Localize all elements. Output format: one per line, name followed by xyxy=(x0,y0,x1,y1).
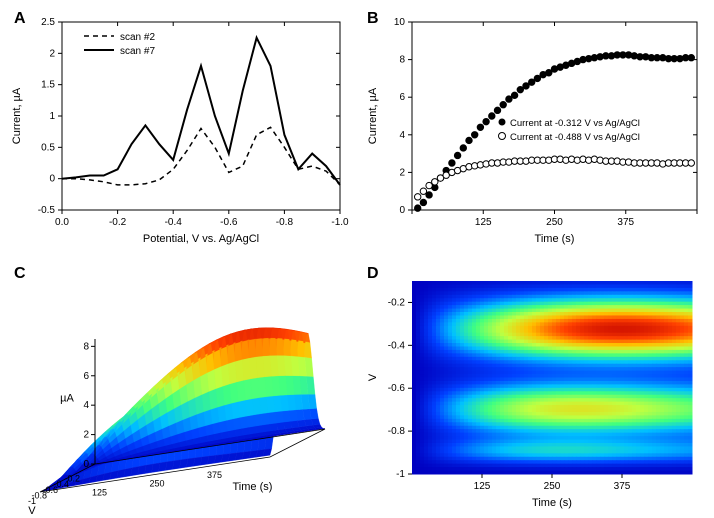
svg-text:8: 8 xyxy=(83,341,89,352)
svg-text:-0.6: -0.6 xyxy=(220,217,238,228)
svg-text:scan #2: scan #2 xyxy=(120,32,155,43)
svg-text:Time (s): Time (s) xyxy=(233,481,273,493)
svg-text:6: 6 xyxy=(399,92,405,103)
svg-text:2: 2 xyxy=(399,167,405,178)
panel-a: A 0.0 -0.2 -0.4 -0.6 -0.8 -1.0 -0.5 0 0.5 1 1.5 2 2.… xyxy=(0,0,357,259)
svg-text:-0.4: -0.4 xyxy=(165,217,183,228)
svg-text:4: 4 xyxy=(83,400,89,411)
svg-text:0: 0 xyxy=(83,459,89,470)
panel-b-label: B xyxy=(367,10,379,28)
svg-text:V: V xyxy=(28,505,36,517)
svg-text:Current, µA: Current, µA xyxy=(367,87,379,144)
svg-text:2: 2 xyxy=(83,430,89,441)
svg-text:1.5: 1.5 xyxy=(41,80,55,91)
svg-text:375: 375 xyxy=(207,470,222,480)
svg-text:µA: µA xyxy=(60,393,74,405)
panel-d: D -0.2-0.4-0.6-0.8-1125250375Time (s)V xyxy=(357,259,714,518)
panel-b: B 125 250 375 0 2 4 6 8 10 Time (s) Current, µA Cur… xyxy=(357,0,714,259)
svg-text:0.5: 0.5 xyxy=(41,142,55,153)
svg-text:6: 6 xyxy=(83,371,89,382)
svg-text:scan #7: scan #7 xyxy=(120,46,155,57)
panel-d-label: D xyxy=(367,265,379,283)
panel-c: C 02468µA-0.2-0.4-0.6-0.8-1V125250375Tim… xyxy=(0,259,357,518)
svg-text:2.5: 2.5 xyxy=(41,17,55,28)
svg-text:0: 0 xyxy=(49,174,55,185)
svg-text:125: 125 xyxy=(92,487,107,497)
svg-text:Potential, V vs. Ag/AgCl: Potential, V vs. Ag/AgCl xyxy=(143,233,259,245)
svg-text:Time (s): Time (s) xyxy=(535,233,575,245)
svg-text:Current at -0.488 V vs Ag/AgCl: Current at -0.488 V vs Ag/AgCl xyxy=(510,132,640,143)
svg-text:375: 375 xyxy=(617,217,634,228)
panel-a-label: A xyxy=(14,10,26,28)
panel-c-chart: 02468µA-0.2-0.4-0.6-0.8-1V125250375Time … xyxy=(0,259,357,518)
svg-text:-0.2: -0.2 xyxy=(109,217,127,228)
svg-text:1: 1 xyxy=(49,111,55,122)
svg-text:250: 250 xyxy=(149,479,164,489)
svg-text:10: 10 xyxy=(394,17,406,28)
svg-text:-0.5: -0.5 xyxy=(38,205,56,216)
svg-text:250: 250 xyxy=(546,217,563,228)
svg-text:0.0: 0.0 xyxy=(55,217,69,228)
figure-grid: A 0.0 -0.2 -0.4 -0.6 -0.8 -1.0 -0.5 0 0.5 1 1.5 2 2.… xyxy=(0,0,714,518)
svg-text:-1.0: -1.0 xyxy=(331,217,349,228)
svg-text:Current, µA: Current, µA xyxy=(11,87,23,144)
panel-b-chart: 125 250 375 0 2 4 6 8 10 Time (s) Current, µA Curre… xyxy=(357,0,714,259)
svg-text:125: 125 xyxy=(475,217,492,228)
svg-text:-0.8: -0.8 xyxy=(276,217,294,228)
svg-text:0: 0 xyxy=(399,205,405,216)
panel-a-chart: 0.0 -0.2 -0.4 -0.6 -0.8 -1.0 -0.5 0 0.5 1 1.5 2 2.5 P… xyxy=(0,0,357,259)
panel-d-chart: -0.2-0.4-0.6-0.8-1125250375Time (s)V xyxy=(357,259,714,518)
svg-text:4: 4 xyxy=(399,130,405,141)
svg-text:Current at -0.312 V vs Ag/AgCl: Current at -0.312 V vs Ag/AgCl xyxy=(510,118,640,129)
svg-text:2: 2 xyxy=(49,48,55,59)
panel-c-label: C xyxy=(14,265,26,283)
svg-text:8: 8 xyxy=(399,55,405,66)
